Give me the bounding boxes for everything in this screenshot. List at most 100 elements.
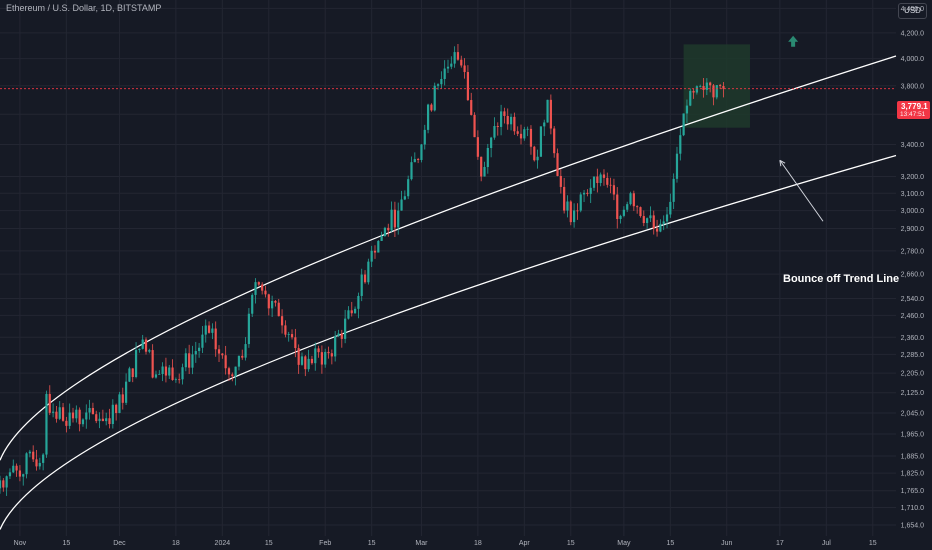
candle	[55, 405, 58, 423]
candle-body	[237, 355, 241, 367]
annotation-marks	[779, 35, 824, 222]
candle-body	[337, 333, 340, 337]
x-tick-label: Jun	[721, 540, 732, 547]
candle-body	[25, 453, 28, 475]
candle-body	[692, 90, 695, 93]
candle	[128, 366, 131, 382]
candle	[68, 403, 71, 429]
candle-body	[85, 412, 88, 420]
candle-body	[370, 250, 373, 262]
candle	[91, 402, 95, 415]
pointer-arrow-line	[779, 159, 824, 222]
candle	[144, 337, 148, 355]
candle	[576, 203, 579, 220]
candle	[111, 399, 114, 429]
candle	[38, 457, 41, 470]
x-tick-label: 15	[368, 540, 376, 547]
candle	[45, 390, 48, 458]
candle-body	[168, 367, 171, 376]
candle-body	[307, 358, 310, 370]
candle	[131, 368, 134, 383]
candle-body	[662, 221, 665, 224]
candle	[436, 83, 440, 90]
candle-body	[490, 137, 493, 149]
candle	[413, 152, 416, 163]
candle	[211, 323, 214, 340]
candle	[317, 345, 320, 358]
candle	[407, 175, 410, 200]
candle-body	[393, 209, 397, 228]
candle	[284, 320, 287, 338]
candle-body	[523, 129, 526, 139]
candle-body	[685, 105, 689, 114]
y-tick-label: 2,780.0	[901, 248, 924, 255]
candle	[271, 295, 274, 317]
candle	[25, 452, 28, 479]
candle	[161, 362, 164, 382]
candle-body	[174, 379, 177, 381]
candle-body	[184, 353, 187, 368]
candle-body	[436, 84, 440, 86]
currency-button[interactable]: USD	[898, 3, 927, 19]
candle	[390, 201, 393, 232]
candle-body	[652, 215, 655, 229]
candle-body	[297, 348, 300, 365]
candle	[649, 206, 652, 223]
candle	[105, 412, 108, 426]
candle-body	[606, 177, 609, 185]
candle-body	[705, 82, 708, 90]
candle	[453, 46, 456, 68]
candle-body	[722, 86, 725, 89]
candle	[503, 107, 506, 124]
price-axis[interactable]: 4,400.04,200.04,000.03,800.03,600.03,400…	[901, 6, 924, 530]
candle	[639, 206, 642, 218]
candle-body	[191, 354, 194, 368]
candle-body	[563, 186, 566, 211]
candle-body	[377, 240, 380, 253]
candle-body	[314, 348, 317, 364]
candle-body	[519, 133, 523, 139]
candle-body	[171, 367, 174, 380]
candle-body	[712, 85, 715, 98]
x-tick-label: Feb	[319, 540, 331, 547]
arrow-up-icon	[788, 35, 799, 47]
time-axis[interactable]: Nov 15 Dec 18 2024 15 Feb 15 Mar 18 Apr 15 May 15 Jun 1…	[14, 540, 877, 547]
candle-body	[78, 409, 81, 425]
candle-body	[287, 334, 290, 335]
candle-body	[639, 207, 642, 217]
candle	[353, 306, 357, 314]
candle	[519, 124, 523, 145]
candle	[244, 337, 247, 361]
candle	[304, 355, 307, 377]
candle-body	[68, 412, 71, 426]
candle	[274, 299, 277, 307]
candle-body	[715, 85, 718, 98]
candle-body	[420, 144, 423, 160]
candle	[685, 99, 689, 123]
candle	[174, 377, 177, 383]
x-tick-label: Mar	[415, 540, 428, 547]
candle	[261, 282, 264, 295]
candle-body	[450, 63, 453, 67]
candle	[18, 465, 22, 482]
y-tick-label: 2,205.0	[901, 371, 924, 378]
candle	[51, 403, 55, 418]
candle	[619, 214, 622, 224]
candle-body	[290, 334, 294, 338]
candle-body	[699, 85, 702, 87]
candle	[543, 119, 546, 136]
candle	[95, 410, 98, 424]
candle-body	[251, 294, 254, 314]
last-price-tag: 3,779.1 13:47:51	[897, 101, 930, 119]
candle	[433, 82, 436, 112]
candle	[221, 353, 224, 359]
candle-body	[626, 204, 629, 210]
candle	[420, 143, 423, 163]
candle-body	[387, 227, 390, 231]
candle-body	[254, 282, 257, 295]
candle-body	[609, 184, 612, 186]
candle	[460, 55, 463, 68]
candle	[8, 468, 12, 479]
candle	[443, 60, 446, 86]
